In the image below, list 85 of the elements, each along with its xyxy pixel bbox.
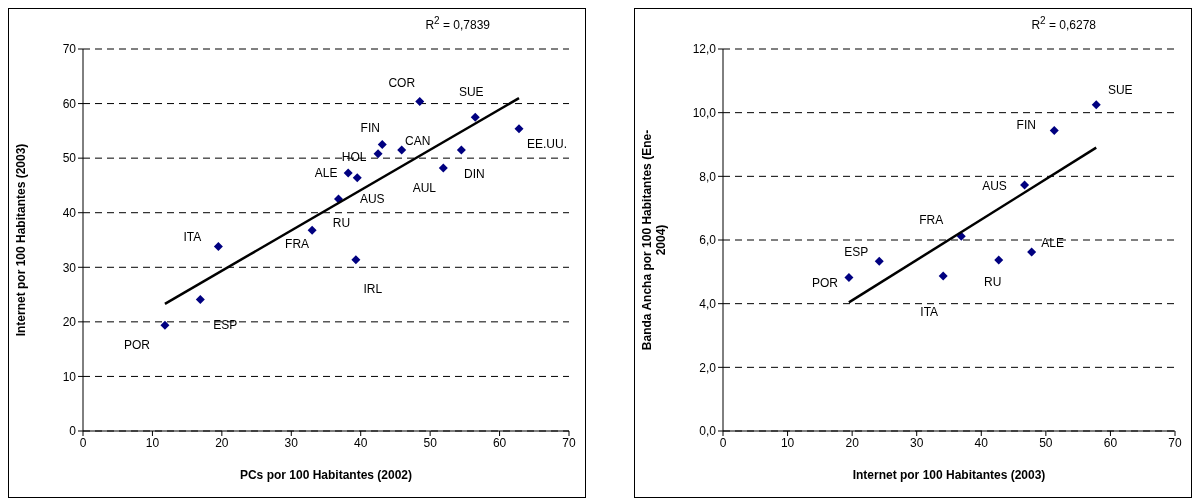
y-tick-label: 0 xyxy=(69,424,77,439)
x-tick-label: 10 xyxy=(145,435,160,450)
annotation: AUL xyxy=(412,181,437,196)
y-tick-label: 50 xyxy=(62,151,77,166)
point xyxy=(377,140,387,149)
y-tick-label: 10 xyxy=(62,369,77,384)
x-axis-title: Internet por 100 Habitantes (2003) xyxy=(852,468,1046,482)
y-axis-title: Banda Ancha por 100 Habitantes (Ene-2004) xyxy=(640,129,668,351)
annotation: SUE xyxy=(1107,82,1133,97)
x-tick-label: 30 xyxy=(910,435,924,450)
y-tick-label: 4,0 xyxy=(699,296,717,311)
point xyxy=(844,273,854,283)
x-tick-label: 70 xyxy=(562,435,576,450)
point xyxy=(938,271,948,281)
point xyxy=(373,149,383,159)
y-tick-label: 30 xyxy=(62,260,77,275)
point xyxy=(195,294,205,304)
x-tick-label: 30 xyxy=(284,435,299,450)
annotation: FIN xyxy=(1016,117,1036,132)
point xyxy=(397,145,407,155)
y-tick-label: 8,0 xyxy=(699,169,717,184)
y-tick-label: 2,0 xyxy=(699,360,717,375)
y-tick-label: 6,0 xyxy=(699,233,717,248)
x-tick-label: 70 xyxy=(1168,435,1182,450)
annotation: ITA xyxy=(920,305,939,320)
x-tick-label: 40 xyxy=(354,435,368,450)
x-axis-title: PCs por 100 Habitantes (2002) xyxy=(239,468,413,482)
point xyxy=(438,163,448,173)
annotation: SUE xyxy=(458,85,484,100)
y-tick-label: 40 xyxy=(62,205,77,220)
annotation: AUS xyxy=(359,191,385,206)
annotation: RU xyxy=(984,275,1002,290)
y-tick-label: 10,0 xyxy=(692,105,717,120)
annotation: FIN xyxy=(360,120,380,135)
text: R$^{2}$ = 0,6278 xyxy=(1031,15,1096,32)
x-tick-label: 0 xyxy=(79,435,87,450)
y-tick-label: 20 xyxy=(62,315,77,330)
annotation: HOL xyxy=(341,149,367,164)
point xyxy=(470,112,480,122)
annotation: FRA xyxy=(919,213,944,228)
annotation: RU xyxy=(332,216,351,231)
y-tick-label: 70 xyxy=(62,42,77,57)
x-tick-label: 40 xyxy=(974,435,989,450)
point xyxy=(307,225,317,235)
point xyxy=(1020,180,1030,190)
x-tick-label: 50 xyxy=(1039,435,1053,450)
point xyxy=(514,124,524,134)
x-tick-label: 50 xyxy=(423,435,438,450)
annotation: IRL xyxy=(363,281,383,296)
y-tick-label: 12,0 xyxy=(692,42,717,57)
annotation: POR xyxy=(811,275,839,290)
x-tick-label: 0 xyxy=(719,435,727,450)
point xyxy=(160,320,170,330)
point xyxy=(1049,125,1059,135)
point xyxy=(415,96,425,106)
y-tick-label: 60 xyxy=(62,96,77,111)
x-tick-label: 20 xyxy=(845,435,860,450)
annotation: ALE xyxy=(314,166,338,181)
annotation: EE.UU. xyxy=(527,136,568,151)
x-tick-label: 20 xyxy=(215,435,229,450)
point xyxy=(352,173,362,183)
annotation: ITA xyxy=(183,229,202,244)
x-tick-label: 60 xyxy=(1103,435,1118,450)
annotation: ESP xyxy=(844,244,869,259)
text: R$^{2}$ = 0,7839 xyxy=(425,15,490,32)
annotation: ESP xyxy=(213,317,238,332)
point xyxy=(1091,100,1101,110)
annotation: DIN xyxy=(464,167,485,182)
annotation: ALE xyxy=(1041,236,1064,251)
point xyxy=(351,255,361,265)
y-axis-title: Internet por 100 Habitantes (2003) xyxy=(14,143,28,337)
annotation: POR xyxy=(123,338,151,353)
x-tick-label: 60 xyxy=(492,435,507,450)
annotation: CAN xyxy=(405,134,431,149)
annotation: AUS xyxy=(982,179,1007,194)
point xyxy=(1027,247,1037,257)
point xyxy=(994,255,1004,265)
point xyxy=(874,256,884,266)
y-tick-label: 0,0 xyxy=(699,424,717,439)
point xyxy=(213,242,223,252)
x-tick-label: 10 xyxy=(780,435,795,450)
point xyxy=(343,168,353,178)
point xyxy=(456,145,466,155)
annotation: COR xyxy=(388,75,416,90)
annotation: FRA xyxy=(285,237,310,252)
